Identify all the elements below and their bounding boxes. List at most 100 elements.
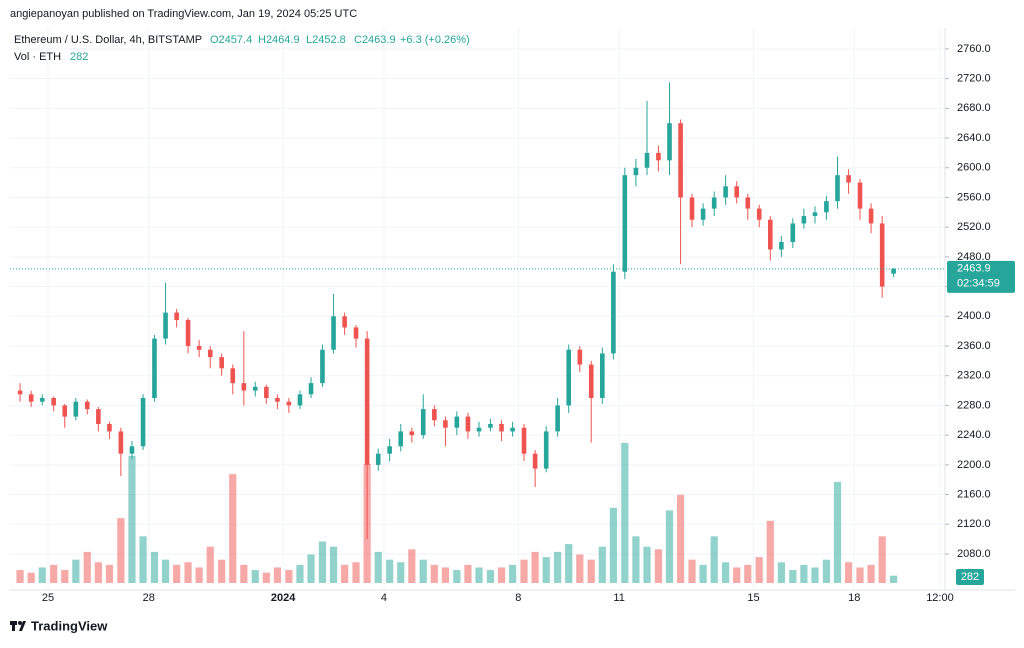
candle-body <box>555 405 560 432</box>
candle-body <box>375 453 381 465</box>
volume-bar <box>497 567 506 583</box>
y-tick-label: 2480.0 <box>957 251 991 263</box>
candle-body <box>297 394 303 406</box>
candle-body <box>678 123 683 198</box>
y-tick-label: 2640.0 <box>957 132 991 144</box>
volume-bar <box>844 562 853 583</box>
candle-body <box>387 446 392 454</box>
volume-bar <box>755 557 763 583</box>
y-tick-label: 2360.0 <box>957 340 991 352</box>
volume-bar <box>240 564 248 583</box>
volume-bar <box>811 567 819 583</box>
candle-body <box>331 316 336 350</box>
candle-body <box>320 349 325 384</box>
legend-volume: 282 <box>70 51 88 63</box>
candle-body <box>689 197 695 220</box>
volume-bar <box>699 564 707 583</box>
volume-bar <box>150 551 159 583</box>
candle-body <box>17 390 23 395</box>
volume-bar <box>710 536 718 583</box>
candle-body <box>801 216 807 224</box>
volume-bar <box>318 541 327 583</box>
volume-bar <box>285 570 293 583</box>
legend-open: O2457.4 <box>210 34 252 46</box>
volume-bar <box>576 554 584 583</box>
candle-body <box>711 197 717 209</box>
candle-body <box>286 401 292 406</box>
volume-bar <box>565 544 573 583</box>
candle-body <box>812 212 818 217</box>
volume-bar <box>307 554 315 583</box>
volume-bar <box>554 551 562 583</box>
volume-bar <box>50 564 58 583</box>
volume-bar <box>856 567 864 583</box>
y-tick-label: 2760.0 <box>957 43 991 55</box>
candle-body <box>734 186 739 198</box>
candle-body <box>275 398 280 402</box>
candle-body <box>779 242 784 250</box>
x-tick-label: 2024 <box>271 592 296 604</box>
volume-bar <box>520 559 528 583</box>
volume-bar <box>688 559 696 583</box>
volume-bar <box>105 564 114 583</box>
y-tick-label: 2600.0 <box>957 162 991 174</box>
candle-body <box>790 223 796 243</box>
volume-bar <box>609 507 617 583</box>
candle-body <box>868 208 874 224</box>
y-tick-label: 2320.0 <box>957 370 991 382</box>
candle-body <box>756 208 762 220</box>
volume-bar <box>676 494 685 583</box>
candle-body <box>857 182 863 209</box>
candle-body <box>600 353 605 399</box>
candle-body <box>700 208 706 220</box>
x-tick-label: 25 <box>42 592 54 604</box>
y-tick-label: 2200.0 <box>957 459 991 471</box>
volume-bar <box>453 570 461 583</box>
volume-bar <box>341 564 349 583</box>
volume-bar <box>665 510 674 583</box>
volume-bar <box>251 570 259 583</box>
y-tick-label: 2560.0 <box>957 191 991 203</box>
candle-body <box>39 398 45 402</box>
candle-body <box>488 423 493 428</box>
candle-body <box>353 327 359 339</box>
candle-body <box>532 453 538 469</box>
volume-bar <box>173 564 181 583</box>
volume-bar <box>408 549 416 583</box>
volume-bar <box>878 536 886 583</box>
volume-bar <box>643 546 651 583</box>
volume-bar <box>744 564 752 583</box>
candle-body <box>846 175 851 183</box>
y-tick-label: 2160.0 <box>957 488 991 500</box>
volume-bar <box>296 564 304 583</box>
volume-bar <box>867 564 875 583</box>
volume-bar <box>128 455 136 583</box>
candle-body <box>835 175 840 202</box>
candle-body <box>767 219 773 250</box>
candle-body <box>185 320 191 347</box>
candle-body <box>129 446 135 454</box>
candle-body <box>308 383 314 395</box>
candle-body <box>622 175 628 272</box>
candle-body <box>241 383 247 391</box>
candle-body <box>140 398 146 447</box>
volume-bar <box>195 567 203 583</box>
candle-body <box>163 312 168 339</box>
candle-body <box>73 401 79 417</box>
candle-body <box>420 409 426 436</box>
candle-body <box>398 431 404 447</box>
legend-high: H2464.9 <box>258 34 300 46</box>
volume-bar <box>733 567 741 583</box>
candle-body <box>252 386 258 391</box>
countdown-label: 02:34:59 <box>957 278 1000 290</box>
candle-body <box>96 409 101 424</box>
volume-bar <box>621 443 629 583</box>
candle-body <box>51 398 56 406</box>
last-price-label: 2463.9 <box>957 263 991 275</box>
x-tick-label: 28 <box>143 592 155 604</box>
candle-body <box>196 346 202 350</box>
volume-bar <box>16 570 24 583</box>
volume-bar <box>218 559 226 583</box>
volume-bar <box>654 549 663 583</box>
